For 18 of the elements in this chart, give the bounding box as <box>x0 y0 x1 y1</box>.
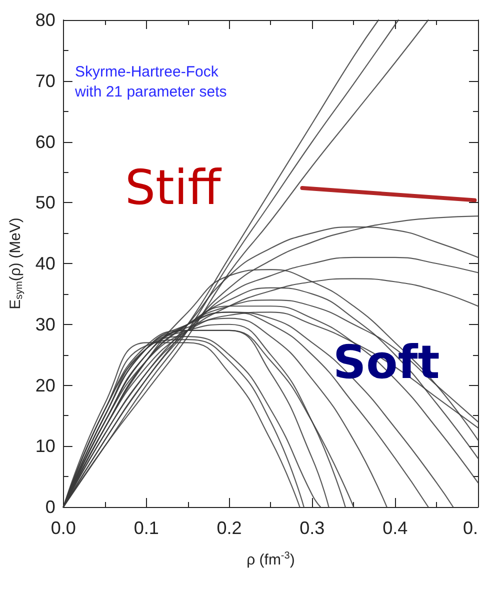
y-tick-label: 30 <box>35 314 56 334</box>
x-tick-label: 0.3 <box>300 518 325 538</box>
x-tick-label: 0.4 <box>382 518 408 538</box>
y-tick-label: 70 <box>35 70 56 91</box>
y-tick-label: 50 <box>35 192 56 213</box>
y-tick-label: 60 <box>35 132 56 152</box>
y-tick-label: 10 <box>35 436 56 456</box>
x-tick-label: 0.0 <box>50 518 76 538</box>
y-tick-label: 0 <box>45 497 56 517</box>
x-tick-label: 0.1 <box>134 518 159 538</box>
x-tick-label: 0.2 <box>216 518 242 538</box>
annotation: Stiff <box>125 160 222 216</box>
y-tick-label: 40 <box>35 254 56 274</box>
y-tick-label: 80 <box>35 10 56 30</box>
y-tick-label: 20 <box>35 375 56 396</box>
annotation: Skyrme-Hartree-Fock with 21 parameter sets <box>74 64 227 100</box>
x-tick-label: 0. <box>462 518 478 538</box>
y-axis-title: Esym(ρ) (MeV) <box>7 218 25 310</box>
